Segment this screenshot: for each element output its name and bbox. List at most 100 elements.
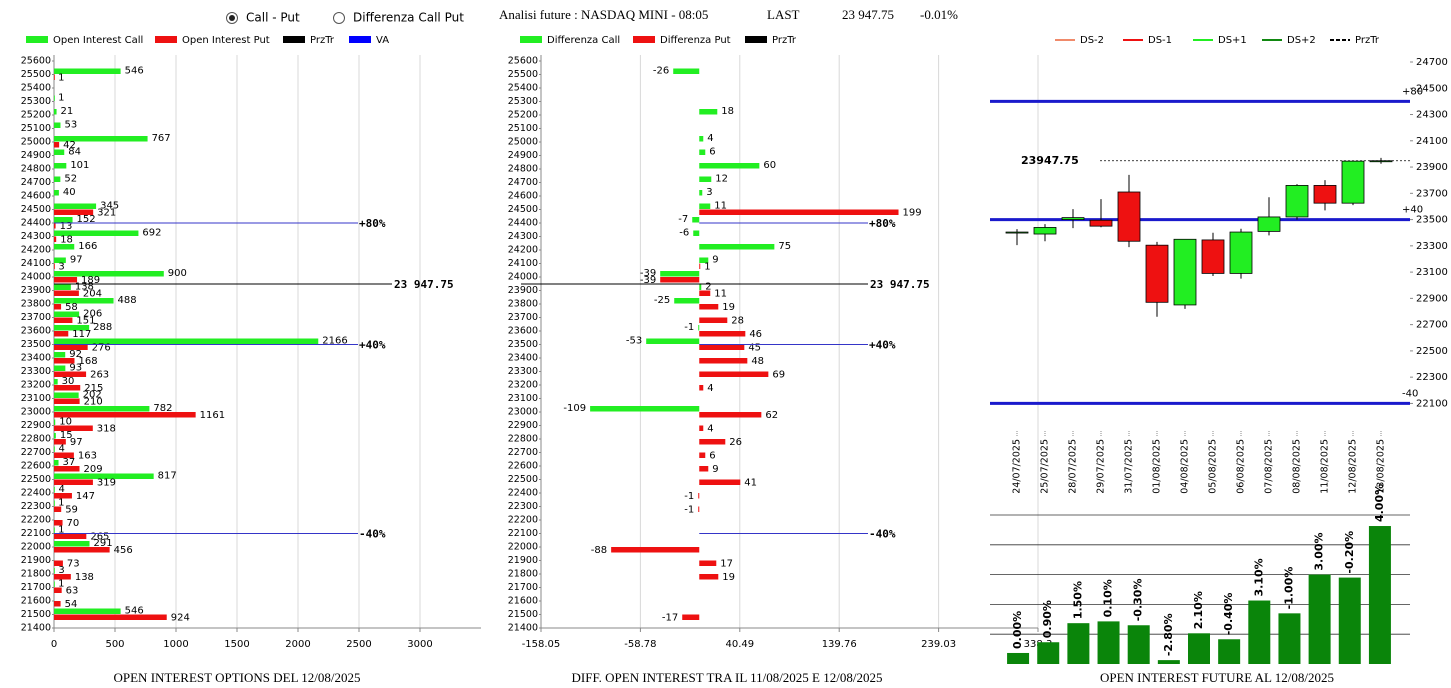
y-tick-label: 22200 <box>21 515 51 526</box>
candle-body <box>1005 231 1029 234</box>
y-tick-label: 23100 <box>508 393 538 404</box>
candle-body <box>1173 238 1197 306</box>
value-label: 101 <box>70 160 89 171</box>
y-tick-label: 25300 <box>21 96 51 107</box>
value-label: 206 <box>83 309 102 320</box>
radio-label[interactable]: Differenza Call Put <box>353 11 464 25</box>
bar-label: -0.30% <box>1132 579 1145 622</box>
bar <box>54 574 71 580</box>
y-tick-label: 24300 <box>508 231 538 242</box>
bar <box>693 230 700 236</box>
y-tick-label: 21600 <box>21 596 51 607</box>
y-tick-label: 24100 <box>1416 136 1448 147</box>
y-tick-label: 22000 <box>508 542 538 553</box>
bar <box>54 331 69 337</box>
value-label: 26 <box>729 437 742 448</box>
bar <box>54 533 87 539</box>
bar <box>698 493 700 499</box>
value-label: 138 <box>75 282 94 293</box>
y-tick-label: 25200 <box>508 110 538 121</box>
value-label: 17 <box>720 559 733 570</box>
bar <box>1097 621 1120 664</box>
value-label: 18 <box>60 235 73 246</box>
y-tick-label: 24700 <box>1416 57 1448 68</box>
value-label: 4 <box>58 484 64 495</box>
radio-button[interactable] <box>333 12 345 24</box>
y-tick-label: 23600 <box>508 326 538 337</box>
legend-swatch <box>349 36 371 43</box>
value-label: 817 <box>158 471 177 482</box>
bar <box>674 298 700 304</box>
y-tick-label: 21500 <box>21 609 51 620</box>
value-label: 3 <box>58 262 64 273</box>
y-tick-label: 23800 <box>508 299 538 310</box>
bar <box>699 479 741 485</box>
value-label: 215 <box>84 383 103 394</box>
bar <box>54 236 57 242</box>
value-label: 456 <box>114 545 133 556</box>
value-label: 263 <box>90 370 109 381</box>
bar <box>54 149 65 155</box>
bar <box>699 425 704 431</box>
value-label: 37 <box>63 457 76 468</box>
y-tick-label: 23500 <box>21 339 51 350</box>
bar <box>54 203 97 209</box>
bar <box>54 176 61 182</box>
y-tick-label: 23200 <box>21 380 51 391</box>
y-tick-label: 22100 <box>21 528 51 539</box>
chart-title: OPEN INTEREST OPTIONS DEL 12/08/2025 <box>114 670 361 685</box>
value-label: 166 <box>78 241 97 252</box>
candle-body <box>1313 185 1337 204</box>
header-title: Analisi future : NASDAQ MINI - 08:05 <box>499 7 708 22</box>
bar <box>54 379 58 385</box>
legend-swatch <box>26 36 48 43</box>
bar <box>1188 633 1210 664</box>
x-tick-label: 2500 <box>346 639 371 650</box>
value-label: 97 <box>70 255 83 266</box>
value-label: 1 <box>58 579 64 590</box>
value-label: 924 <box>171 613 190 624</box>
radio-label[interactable]: Call - Put <box>246 11 300 25</box>
bar <box>54 520 63 526</box>
value-label: 2 <box>705 282 711 293</box>
bar-label: 1.50% <box>1071 581 1084 619</box>
x-tick-label: 31/07/2025 <box>1124 439 1135 494</box>
legend-label: Differenza Put <box>660 35 731 46</box>
bar <box>682 614 700 620</box>
bar <box>54 419 56 425</box>
y-tick-label: 22300 <box>21 501 51 512</box>
bar <box>54 587 62 593</box>
y-tick-label: 23000 <box>21 407 51 418</box>
price-label: 23947.75 <box>1021 154 1079 167</box>
value-label: 59 <box>65 505 78 516</box>
bar-label: 4.00% <box>1373 484 1386 522</box>
bar-label: 3.00% <box>1313 532 1326 570</box>
value-label: 900 <box>168 268 187 279</box>
value-label: 189 <box>81 275 100 286</box>
bar <box>54 311 80 317</box>
x-tick-label: 1000 <box>163 639 188 650</box>
y-tick-label: 21700 <box>508 582 538 593</box>
bar <box>699 290 711 296</box>
bar <box>54 244 75 250</box>
bar <box>54 352 66 358</box>
bar <box>699 149 706 155</box>
y-tick-label: 21400 <box>508 623 538 634</box>
legend-label: DS-2 <box>1080 35 1104 46</box>
bar <box>54 398 80 404</box>
value-label: 1 <box>58 93 64 104</box>
value-label: 41 <box>744 478 757 489</box>
bar <box>54 425 93 431</box>
x-tick-label: 08/08/2025 <box>1292 439 1303 494</box>
y-tick-label: 25300 <box>508 96 538 107</box>
y-tick-label: 24200 <box>21 245 51 256</box>
candle-body <box>1061 217 1085 220</box>
value-label: 151 <box>76 316 95 327</box>
value-label: 210 <box>84 397 103 408</box>
legend-swatch <box>283 36 305 43</box>
bar <box>1127 625 1150 664</box>
bar <box>699 176 712 182</box>
value-label: 168 <box>78 356 97 367</box>
bar <box>54 506 62 512</box>
value-label: 4 <box>707 383 713 394</box>
